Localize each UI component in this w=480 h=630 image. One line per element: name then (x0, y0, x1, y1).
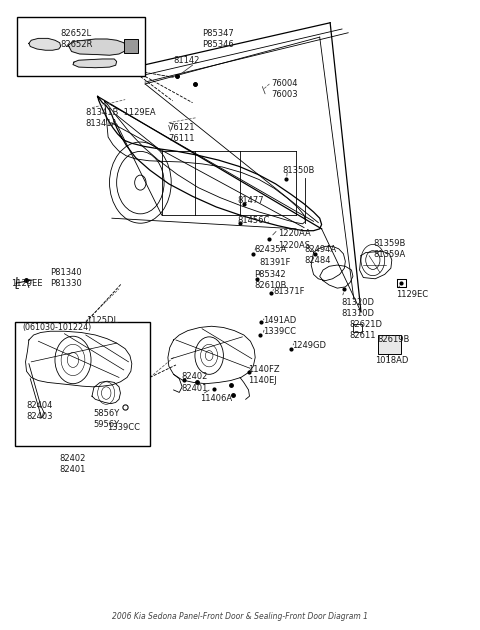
Bar (124, 39, 138, 53)
Text: P85342
82610B: P85342 82610B (254, 270, 287, 290)
Text: 1125DL: 1125DL (86, 316, 118, 325)
Text: 76004
76003: 76004 76003 (271, 79, 298, 99)
Text: 2006 Kia Sedona Panel-Front Door & Sealing-Front Door Diagram 1: 2006 Kia Sedona Panel-Front Door & Seali… (112, 612, 368, 621)
Bar (17, 16, 145, 76)
Text: 1129EC: 1129EC (396, 290, 428, 299)
Text: 1018AD: 1018AD (375, 355, 408, 365)
Text: 1339CC: 1339CC (107, 423, 140, 432)
Text: 82619B: 82619B (378, 335, 410, 344)
Text: 1220AA
1220AS: 1220AA 1220AS (278, 229, 311, 249)
Text: 81456C: 81456C (238, 216, 270, 226)
Text: 82494A
82484: 82494A 82484 (304, 245, 336, 265)
Text: 82404
82403: 82404 82403 (26, 401, 53, 421)
Bar (378, 335, 401, 353)
Text: 82402
82401: 82402 82401 (60, 454, 86, 474)
Text: 82402
82401: 82402 82401 (181, 372, 207, 392)
Text: 1339CC: 1339CC (263, 328, 296, 336)
Text: 76121
76111: 76121 76111 (168, 123, 194, 143)
Text: 82435A: 82435A (254, 245, 287, 254)
Text: (061030-101224): (061030-101224) (23, 323, 92, 332)
Text: 81142: 81142 (174, 56, 200, 65)
Text: 81320D
81310D: 81320D 81310D (341, 297, 374, 318)
Text: 5856Y
5956Y: 5856Y 5956Y (94, 409, 120, 429)
Text: 81477: 81477 (238, 197, 264, 205)
Text: P85347
P85346: P85347 P85346 (202, 29, 234, 49)
Text: 81391F: 81391F (259, 258, 290, 266)
Text: 81359B
81359A: 81359B 81359A (374, 239, 406, 259)
Text: 81371F: 81371F (273, 287, 305, 296)
Text: 81350B: 81350B (283, 166, 315, 175)
Text: 81341B  1129EA
81341A: 81341B 1129EA 81341A (86, 108, 156, 128)
Bar (14, 323, 150, 446)
Text: 11406A: 11406A (200, 394, 232, 403)
Polygon shape (29, 38, 60, 50)
Text: 1129EE: 1129EE (12, 280, 43, 289)
Text: 1491AD: 1491AD (263, 316, 296, 325)
Polygon shape (73, 59, 117, 67)
Text: 1140FZ
1140EJ: 1140FZ 1140EJ (249, 365, 280, 385)
Text: 1249GD: 1249GD (292, 341, 326, 350)
Text: P81340
P81330: P81340 P81330 (50, 268, 82, 289)
Text: 82621D
82611: 82621D 82611 (349, 320, 382, 340)
Polygon shape (68, 39, 126, 55)
Text: 82652L
82652R: 82652L 82652R (60, 29, 93, 49)
